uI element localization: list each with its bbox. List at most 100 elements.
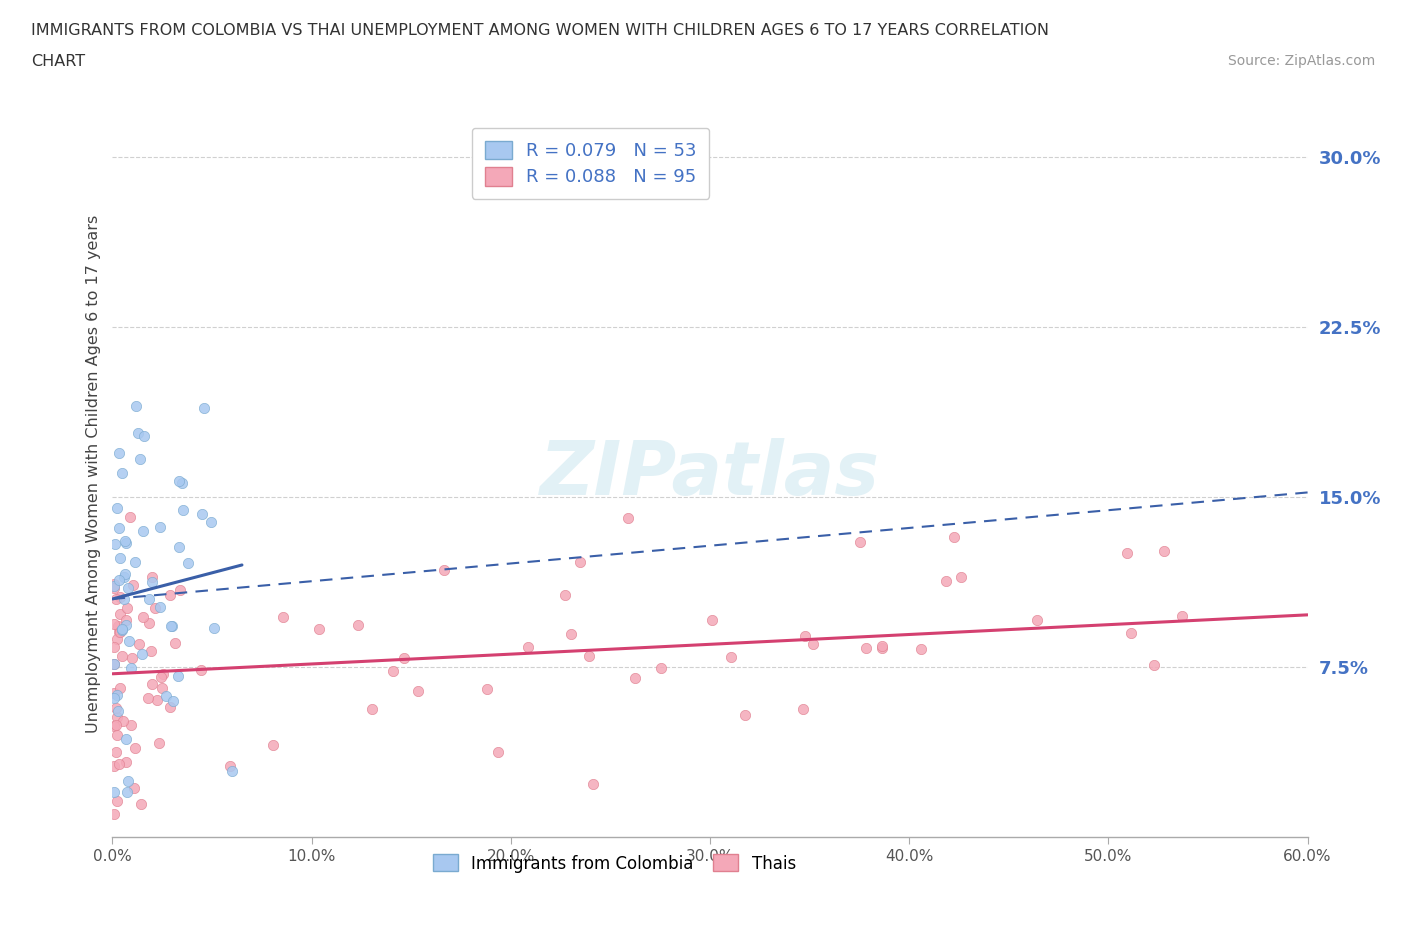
Point: [108, 551, 131, 565]
Point: [138, 591, 160, 606]
Point: [263, 737, 285, 752]
Point: [167, 473, 190, 488]
Point: [193, 400, 215, 415]
Point: [942, 530, 965, 545]
Point: [105, 718, 128, 733]
Point: [103, 578, 125, 593]
Point: [134, 429, 156, 444]
Point: [949, 569, 972, 584]
Point: [347, 618, 370, 632]
Point: [167, 540, 190, 555]
Point: [1116, 545, 1139, 560]
Point: [114, 566, 136, 581]
Point: [108, 445, 131, 460]
Point: [104, 701, 127, 716]
Point: [143, 601, 166, 616]
Point: [141, 677, 163, 692]
Point: [935, 574, 957, 589]
Point: [103, 581, 125, 596]
Point: [855, 641, 877, 656]
Point: [124, 555, 146, 570]
Point: [103, 718, 125, 733]
Point: [177, 555, 200, 570]
Point: [104, 745, 127, 760]
Point: [1119, 625, 1142, 640]
Point: [132, 610, 155, 625]
Point: [554, 588, 576, 603]
Point: [105, 500, 128, 515]
Point: [105, 687, 128, 702]
Point: [200, 515, 222, 530]
Point: [107, 704, 129, 719]
Point: [433, 562, 456, 577]
Point: [406, 684, 429, 698]
Point: [792, 702, 814, 717]
Point: [129, 797, 152, 812]
Point: [1143, 658, 1166, 672]
Point: [115, 755, 138, 770]
Point: [107, 520, 129, 535]
Point: [114, 534, 136, 549]
Point: [122, 578, 145, 592]
Point: [624, 671, 647, 685]
Point: [172, 503, 194, 518]
Point: [110, 606, 132, 621]
Point: [114, 613, 136, 628]
Point: [103, 640, 125, 655]
Point: [870, 641, 893, 656]
Point: [115, 784, 138, 799]
Point: [720, 649, 742, 664]
Point: [582, 777, 605, 791]
Point: [110, 465, 132, 480]
Point: [155, 688, 177, 703]
Point: [118, 634, 141, 649]
Point: [131, 524, 153, 538]
Point: [146, 692, 169, 707]
Point: [103, 759, 125, 774]
Point: [117, 581, 139, 596]
Point: [578, 648, 600, 663]
Point: [115, 600, 138, 615]
Point: [124, 741, 146, 756]
Point: [103, 784, 125, 799]
Point: [221, 764, 243, 778]
Point: [122, 781, 145, 796]
Point: [141, 575, 163, 590]
Text: Source: ZipAtlas.com: Source: ZipAtlas.com: [1227, 54, 1375, 68]
Point: [108, 681, 131, 696]
Point: [569, 554, 592, 569]
Legend: Immigrants from Colombia, Thais: Immigrants from Colombia, Thais: [425, 846, 804, 881]
Point: [170, 476, 193, 491]
Point: [617, 511, 640, 525]
Point: [105, 710, 128, 724]
Point: [125, 399, 148, 414]
Point: [1153, 543, 1175, 558]
Point: [162, 694, 184, 709]
Point: [117, 774, 139, 789]
Point: [120, 660, 142, 675]
Point: [166, 669, 188, 684]
Point: [121, 650, 143, 665]
Point: [794, 628, 817, 643]
Point: [131, 647, 153, 662]
Point: [105, 631, 128, 646]
Point: [108, 572, 131, 587]
Point: [650, 661, 672, 676]
Point: [848, 535, 870, 550]
Point: [218, 759, 240, 774]
Point: [110, 625, 132, 640]
Point: [108, 590, 131, 604]
Point: [107, 625, 129, 640]
Point: [107, 618, 129, 633]
Point: [488, 745, 510, 760]
Point: [115, 536, 138, 551]
Point: [127, 425, 149, 440]
Point: [1025, 613, 1047, 628]
Point: [160, 618, 183, 633]
Point: [115, 731, 138, 746]
Point: [381, 663, 404, 678]
Point: [104, 537, 127, 551]
Point: [103, 577, 125, 591]
Point: [477, 682, 499, 697]
Point: [112, 713, 135, 728]
